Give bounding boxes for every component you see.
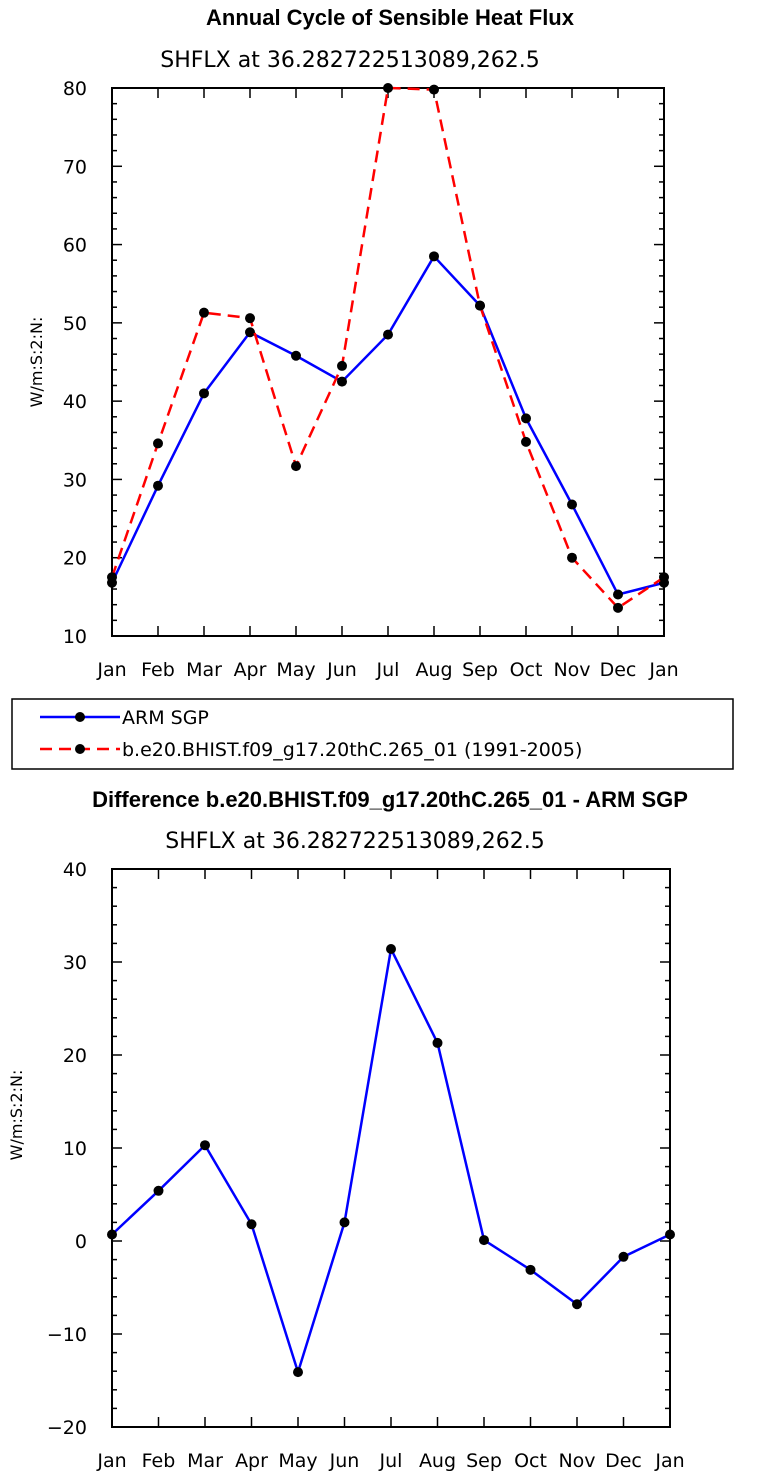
chart1-plot-area: 10 20 30 40 50 60 70 80 Jan Feb Mar Apr May Jun Jul Aug…: [63, 78, 679, 681]
chart1-x-tick-label: Dec: [605, 1450, 642, 1472]
chart1-series-0-point: [386, 943, 396, 954]
chart1-y-tick-label: 10: [63, 1138, 87, 1160]
chart1-y-tick-label: −20: [47, 1417, 87, 1439]
chart0-series-1-point: [429, 84, 439, 95]
chart1-series-0-point: [479, 1235, 489, 1246]
chart1-series-0-point: [153, 1185, 164, 1196]
chart1-x-tick-label: Sep: [466, 1450, 502, 1472]
chart0-series-1-point: [383, 83, 393, 93]
chart1-x-tick-label: Jan: [96, 1450, 126, 1472]
chart1-x-tick-label: Nov: [558, 1450, 595, 1472]
chart1-series-0-point: [618, 1251, 629, 1262]
chart1-x-tick-label: Feb: [142, 1450, 176, 1472]
chart0-y-tick-label: 50: [63, 313, 87, 335]
chart0-y-tick-label: 20: [63, 548, 87, 570]
chart1-x-tick-label: Apr: [235, 1450, 268, 1472]
legend-label-model: b.e20.BHIST.f09_g17.20thC.265_01 (1991-2…: [122, 739, 582, 761]
chart0-series-1-point: [475, 300, 485, 311]
chart0-frame: [111, 87, 665, 637]
chart0-x-tick-label: Jun: [326, 659, 357, 681]
chart1-y-tick-label: 40: [63, 859, 87, 881]
chart0-series-0-point: [153, 480, 163, 491]
chart1-x-tick-label: Mar: [187, 1450, 223, 1472]
chart0-series-0-point: [199, 388, 209, 399]
chart0-y-tick-label: 60: [63, 235, 87, 257]
chart0-series-1-point: [613, 602, 623, 613]
chart1-series-0-point: [665, 1229, 675, 1240]
chart0-x-tick-label: Mar: [186, 659, 222, 681]
chart1-y-axis-label: W/m:S:2:N:: [27, 317, 46, 408]
chart1-series-0-point: [339, 1217, 350, 1228]
chart0-y-tick-label: 10: [63, 626, 87, 648]
chart0-series-1-point: [291, 461, 301, 472]
chart0-series-0-point: [291, 350, 301, 361]
chart0-series-0-point: [245, 327, 255, 338]
legend-box: [11, 698, 734, 770]
chart1-x-tick-label: Aug: [419, 1450, 456, 1472]
chart0-x-tick-label: Dec: [600, 659, 637, 681]
legend-marker-model: [75, 744, 85, 754]
chart0-x-tick-label: Jan: [96, 659, 126, 681]
legend-marker-arm-sgp: [75, 712, 85, 722]
chart0-y-tick-label: 40: [63, 391, 87, 413]
chart2-y-axis-label: W/m:S:2:N:: [7, 1070, 26, 1161]
chart0-series-1-point: [245, 313, 255, 324]
chart1-series-0-point: [572, 1299, 582, 1310]
chart0-series-0-point: [567, 499, 577, 510]
chart0-y-tick-label: 30: [63, 469, 87, 491]
chart0-series-1-point: [521, 436, 531, 447]
chart0-series-1-point: [337, 360, 347, 371]
chart1-y-tick-label: 30: [63, 952, 87, 974]
chart0-series-0-point: [383, 329, 393, 340]
chart2-subtitle: SHFLX at 36.282722513089,262.5: [165, 829, 545, 854]
chart1-x-tick-label: Jul: [379, 1450, 403, 1472]
chart0-series-1-point: [199, 307, 209, 318]
chart0-series-1-point: [659, 572, 669, 583]
legend-label-arm-sgp: ARM SGP: [122, 707, 209, 729]
chart1-series-0-point: [432, 1037, 443, 1048]
chart2-plot-area: −20 −10 0 10 20 30 40 Jan Feb Mar Apr May Jun Jul Aug S…: [47, 859, 685, 1472]
chart1-series-0-point: [107, 1229, 117, 1240]
chart1-y-tick-label: 20: [63, 1045, 87, 1067]
chart0-x-tick-label: Apr: [234, 659, 267, 681]
chart0-x-tick-label: Nov: [553, 659, 590, 681]
chart1-series-0-point: [525, 1264, 536, 1275]
chart0-x-tick-label: Oct: [510, 659, 543, 681]
chart0-x-tick-label: May: [276, 659, 315, 681]
chart0-x-tick-label: Aug: [415, 659, 452, 681]
chart1-subtitle: SHFLX at 36.282722513089,262.5: [160, 48, 540, 73]
chart0-y-tick-label: 70: [63, 156, 87, 178]
chart0-x-tick-label: Feb: [141, 659, 175, 681]
chart1-series-0-point: [200, 1140, 210, 1151]
chart1-y-tick-label: 0: [75, 1231, 87, 1253]
chart1-title: Annual Cycle of Sensible Heat Flux: [206, 5, 575, 30]
chart1-series-line-0: [111, 947, 671, 1374]
chart0-x-tick-label: Sep: [462, 659, 498, 681]
chart0-series-0-point: [521, 413, 531, 424]
chart1-legend: ARM SGP b.e20.BHIST.f09_g17.20thC.265_01…: [11, 698, 734, 770]
chart0-series-1-point: [153, 438, 163, 449]
chart0-series-0-point: [613, 589, 623, 600]
chart1-x-tick-label: May: [278, 1450, 317, 1472]
chart0-x-tick-label: Jan: [648, 659, 678, 681]
chart1-x-tick-label: Jun: [329, 1450, 360, 1472]
chart0-x-tick-label: Jul: [376, 659, 400, 681]
chart0-series-line-1: [110, 86, 665, 610]
chart1-series-0-point: [293, 1367, 303, 1378]
chart1-y-tick-label: −10: [47, 1324, 87, 1346]
chart0-series-1-point: [107, 572, 117, 583]
chart0-series-1-point: [567, 552, 577, 563]
chart1-x-tick-label: Jan: [654, 1450, 684, 1472]
chart0-series-line-0: [110, 255, 665, 596]
chart0-series-0-point: [337, 376, 347, 387]
chart1-series-0-point: [246, 1219, 257, 1230]
chart1-x-tick-label: Oct: [514, 1450, 547, 1472]
chart0-y-tick-label: 80: [63, 78, 87, 100]
chart0-series-0-point: [429, 251, 439, 262]
chart2-title: Difference b.e20.BHIST.f09_g17.20thC.265…: [92, 787, 688, 812]
